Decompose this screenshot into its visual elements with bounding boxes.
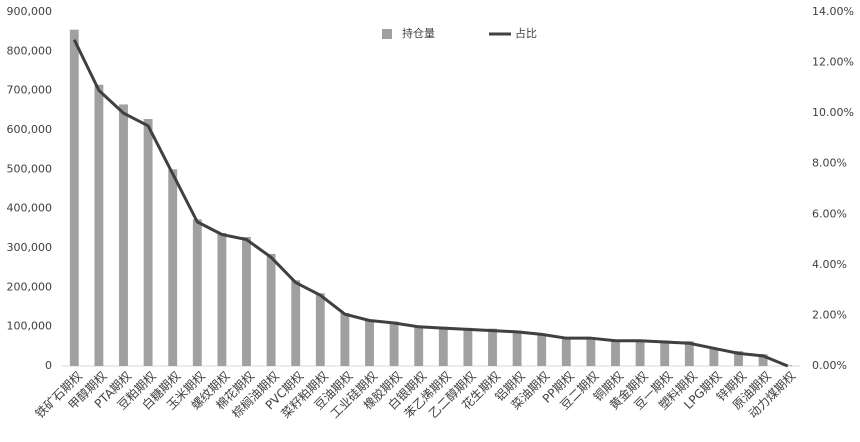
bar bbox=[389, 321, 399, 366]
y2-tick-label: 14.00% bbox=[812, 5, 854, 18]
bar bbox=[69, 29, 79, 366]
y-tick-label: 600,000 bbox=[7, 123, 53, 136]
bar bbox=[709, 348, 719, 366]
bar bbox=[537, 333, 547, 366]
y-tick-label: 400,000 bbox=[7, 202, 53, 215]
legend-label: 持仓量 bbox=[402, 26, 435, 40]
bar bbox=[660, 340, 670, 366]
legend-swatch bbox=[382, 29, 392, 39]
bar bbox=[684, 341, 694, 366]
y-tick-label: 100,000 bbox=[7, 320, 53, 333]
bar bbox=[561, 337, 571, 366]
bar bbox=[512, 330, 522, 366]
bar bbox=[414, 325, 424, 366]
bar bbox=[463, 327, 473, 366]
y-tick-label: 700,000 bbox=[7, 84, 53, 97]
y-tick-label: 900,000 bbox=[7, 5, 53, 18]
y-tick-label: 500,000 bbox=[7, 162, 53, 175]
y-tick-label: 0 bbox=[45, 359, 52, 372]
bar bbox=[758, 354, 768, 366]
y2-tick-label: 12.00% bbox=[812, 56, 854, 69]
y-tick-label: 200,000 bbox=[7, 280, 53, 293]
bar bbox=[192, 219, 202, 366]
y2-tick-label: 0.00% bbox=[812, 359, 847, 372]
bar bbox=[488, 328, 497, 366]
bar bbox=[291, 280, 301, 366]
y2-tick-label: 2.00% bbox=[812, 308, 847, 321]
y-tick-label: 800,000 bbox=[7, 44, 53, 57]
y2-tick-label: 6.00% bbox=[812, 207, 847, 220]
bar bbox=[94, 84, 104, 367]
y2-tick-label: 4.00% bbox=[812, 258, 847, 271]
bar bbox=[365, 319, 374, 366]
bar bbox=[242, 236, 251, 366]
bar bbox=[119, 104, 128, 366]
line bbox=[72, 39, 789, 368]
bar bbox=[611, 339, 620, 366]
bar bbox=[266, 253, 276, 366]
bar bbox=[143, 118, 153, 366]
bar bbox=[586, 337, 596, 366]
bar bbox=[315, 293, 325, 366]
y-tick-label: 300,000 bbox=[7, 241, 53, 254]
bar bbox=[217, 233, 227, 366]
bar bbox=[340, 312, 350, 366]
bar bbox=[438, 326, 448, 366]
y2-tick-label: 8.00% bbox=[812, 157, 847, 170]
y2-tick-label: 10.00% bbox=[812, 106, 854, 119]
bar bbox=[168, 169, 178, 366]
bar bbox=[635, 339, 645, 366]
bar bbox=[734, 351, 743, 366]
legend-label: 占比 bbox=[515, 26, 537, 40]
